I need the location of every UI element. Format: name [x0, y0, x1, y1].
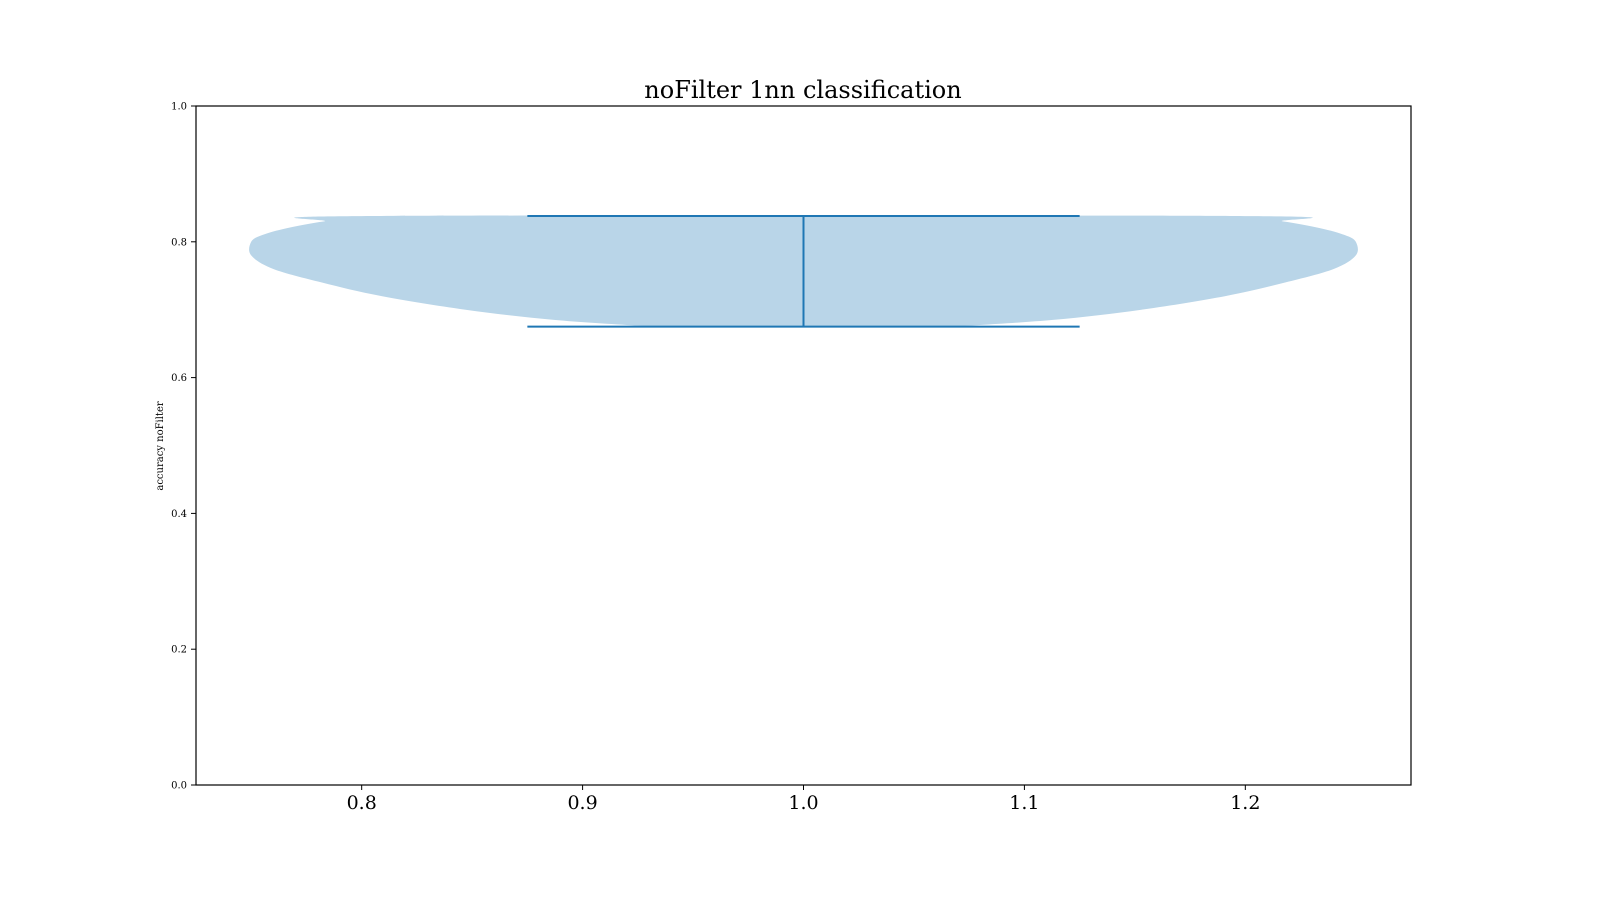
x-tick-label: 1.1: [1009, 792, 1039, 814]
axes-frame: [195, 105, 1412, 786]
plot-area: [249, 214, 1358, 328]
chart-title: noFilter 1nn classification: [644, 76, 961, 104]
x-tick-label: 0.9: [567, 792, 597, 814]
y-tick-label: 0.4: [171, 509, 187, 520]
x-tick-label: 0.8: [347, 792, 377, 814]
y-tick-label: 0.8: [171, 237, 187, 248]
y-tick-label: 1.0: [171, 102, 187, 113]
x-tick-label: 1.2: [1230, 792, 1260, 814]
axes: 0.8 0.9 1.0 1.1 1.2 0.0 0.2 0.4 0.6 0.8 1.0: [171, 102, 1412, 814]
y-tick-label: 0.2: [171, 645, 187, 656]
x-tick-label: 1.0: [788, 792, 818, 814]
y-axis-label: accuracy noFilter: [155, 401, 166, 491]
y-tick-label: 0.0: [171, 781, 187, 792]
y-tick-label: 0.6: [171, 373, 187, 384]
